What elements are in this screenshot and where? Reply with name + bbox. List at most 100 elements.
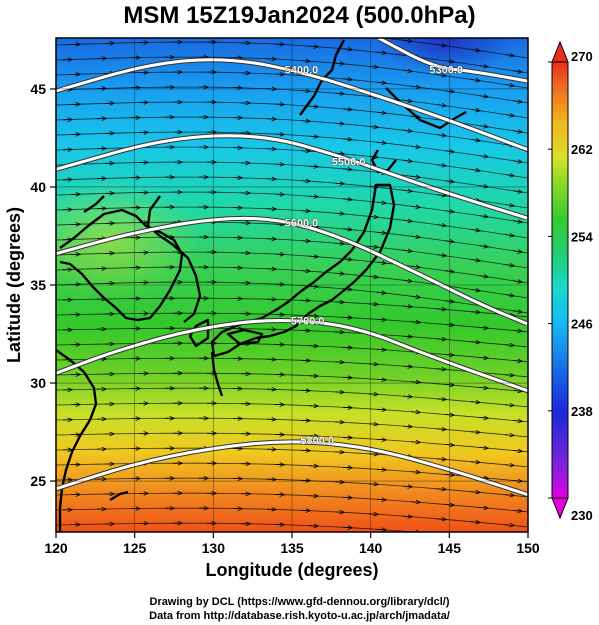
wind-arrow: [478, 276, 488, 277]
streamline: [56, 191, 528, 224]
wind-arrow: [470, 492, 480, 493]
wind-arrow: [376, 319, 386, 320]
wind-arrow: [300, 91, 310, 92]
wind-arrow: [512, 311, 522, 312]
wind-arrow: [308, 196, 318, 197]
wind-arrow: [300, 211, 310, 212]
wind-arrow: [402, 280, 412, 281]
wind-arrow: [300, 241, 310, 242]
wind-arrow: [504, 55, 514, 56]
wind-arrow: [342, 229, 352, 230]
wind-arrow: [436, 45, 446, 46]
wind-arrow: [478, 387, 488, 388]
contour-label: 5800.0: [300, 435, 334, 447]
wind-arrow: [436, 489, 446, 490]
wind-arrow: [512, 390, 522, 391]
wind-arrow: [512, 71, 522, 72]
wind-arrow: [376, 82, 386, 83]
wind-arrow: [300, 151, 310, 152]
wind-arrow: [342, 79, 352, 80]
wind-arrow: [376, 202, 386, 203]
wind-arrow: [410, 502, 420, 503]
wind-arrow: [300, 181, 310, 182]
streamline: [56, 41, 528, 74]
streamline: [56, 71, 528, 104]
wind-arrow: [308, 106, 318, 107]
wind-arrow: [376, 52, 386, 53]
wind-arrow: [470, 79, 480, 80]
wind-arrow: [410, 86, 420, 87]
x-tick-label: 135: [280, 540, 304, 556]
wind-arrow: [376, 292, 386, 293]
contour-label: 5400.0: [285, 64, 319, 76]
wind-arrow: [470, 522, 480, 523]
colorbar-scale: [551, 61, 569, 499]
wind-arrow: [410, 266, 420, 267]
wind-arrow: [470, 139, 480, 140]
x-axis-label: Longitude (degrees): [205, 560, 378, 580]
colorbar-tick-label: 254: [571, 229, 593, 244]
streamline: [56, 372, 528, 393]
wind-arrow: [436, 459, 446, 460]
wind-arrow: [512, 251, 522, 252]
wind-arrow: [410, 296, 420, 297]
wind-arrow: [436, 369, 446, 370]
colorbar-ticks: 230 238 246 254 262 270: [548, 49, 593, 523]
wind-arrow: [478, 96, 488, 97]
wind-arrow: [512, 281, 522, 282]
y-axis-label: Latitude (degrees): [4, 207, 24, 363]
wind-arrow: [470, 402, 480, 403]
contour-line: [56, 134, 528, 220]
streamline: [56, 251, 528, 284]
wind-arrow: [376, 439, 386, 440]
wind-arrow: [376, 262, 386, 263]
wind-arrow: [436, 195, 446, 196]
wind-arrow: [376, 499, 386, 500]
wind-arrow: [342, 467, 352, 468]
wind-arrow: [470, 229, 480, 230]
wind-arrow: [402, 220, 412, 221]
wind-arrow: [504, 405, 514, 406]
wind-arrow: [504, 235, 514, 236]
wind-arrow: [410, 322, 420, 323]
wind-arrow: [470, 462, 480, 463]
wind-arrow: [300, 271, 310, 272]
wind-arrow: [478, 246, 488, 247]
wind-arrow: [376, 112, 386, 113]
coastlines: [56, 39, 467, 532]
colorbar-tick-label: 238: [571, 404, 593, 419]
wind-arrow: [402, 306, 412, 307]
warm-patch: [56, 180, 200, 300]
wind-arrow: [334, 243, 344, 244]
colorbar-tick-label: 230: [571, 508, 593, 523]
wind-arrow: [402, 190, 412, 191]
y-tick-label: 25: [30, 473, 46, 489]
wind-arrow: [402, 426, 412, 427]
wind-arrow: [478, 186, 488, 187]
wind-arrow: [512, 510, 522, 511]
wind-arrow: [308, 286, 318, 287]
wind-arrow: [402, 366, 412, 367]
wind-arrow: [470, 49, 480, 50]
wind-arrow: [402, 396, 412, 397]
wind-arrow: [402, 516, 412, 517]
wind-arrow: [342, 169, 352, 170]
wind-arrow: [402, 486, 412, 487]
wind-arrow: [504, 435, 514, 436]
wind-arrow: [308, 136, 318, 137]
x-axis-ticks: 120 125 130 135 140 145 150: [44, 532, 540, 556]
wind-arrow: [342, 377, 352, 378]
x-tick-label: 125: [123, 540, 147, 556]
contour-label: 5500.0: [332, 157, 366, 169]
colorbar-tick-label: 270: [571, 49, 593, 64]
x-tick-label: 130: [202, 540, 226, 556]
streamline: [56, 492, 528, 513]
wind-arrow: [470, 259, 480, 260]
wind-arrow: [334, 273, 344, 274]
credit-data: Data from http://database.rish.kyoto-u.a…: [149, 610, 450, 622]
contour-line: [56, 58, 528, 152]
colorbar-max-arrow: [551, 40, 569, 63]
wind-arrow: [512, 330, 522, 331]
wind-arrow: [300, 61, 310, 62]
wind-arrow: [478, 126, 488, 127]
